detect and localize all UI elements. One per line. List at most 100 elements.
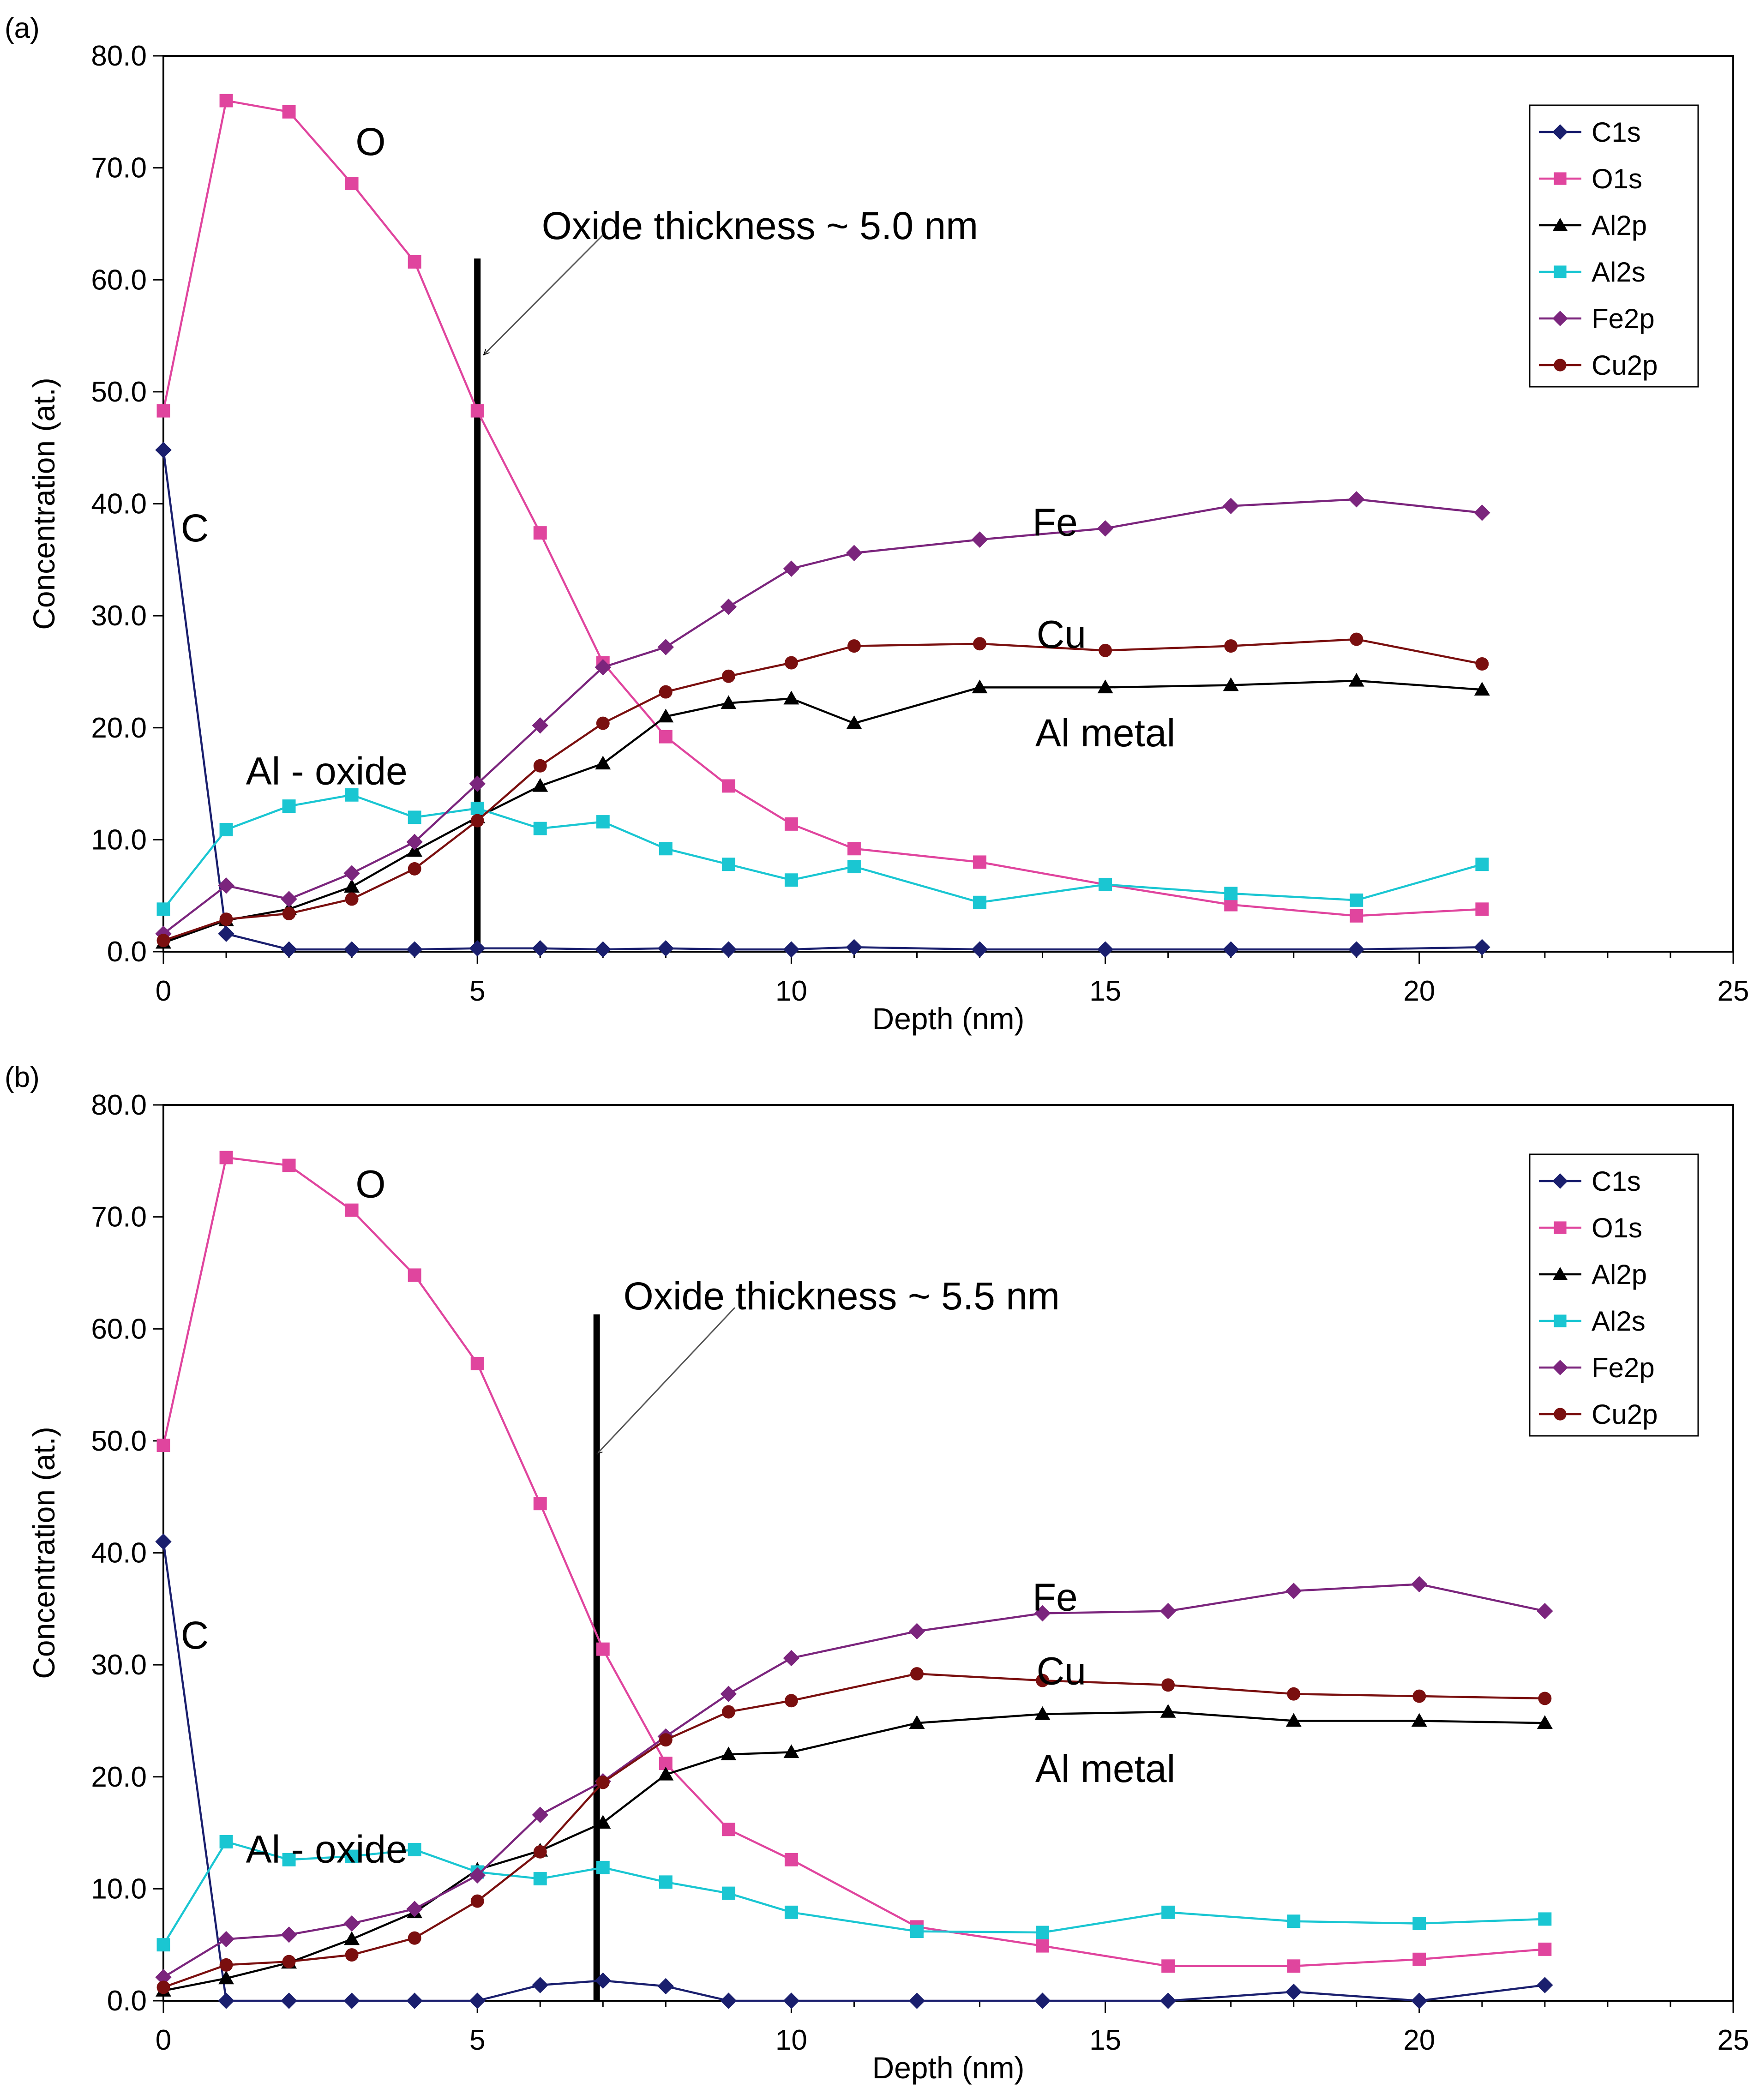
data-point-cu2p	[910, 1667, 924, 1680]
legend-swatch-marker	[1554, 1221, 1567, 1234]
x-tick-label: 20	[1403, 975, 1435, 1007]
legend-label: C1s	[1592, 1166, 1641, 1197]
x-tick-label: 25	[1718, 2024, 1749, 2056]
data-point-c1s	[1411, 1992, 1428, 2009]
annotation-oxide-thickness-5-0-nm: Oxide thickness ~ 5.0 nm	[542, 204, 978, 247]
legend-swatch-marker	[1552, 124, 1568, 140]
x-tick-label: 15	[1089, 2024, 1121, 2056]
data-point-fe2p	[343, 865, 360, 882]
data-point-c1s	[1097, 941, 1114, 958]
data-point-c1s	[720, 941, 737, 958]
y-tick-label: 60.0	[91, 1313, 147, 1345]
data-point-fe2p	[218, 877, 234, 894]
legend-swatch-marker	[1554, 1408, 1567, 1421]
data-point-cu2p	[470, 1894, 484, 1908]
data-point-c1s	[657, 1978, 674, 1995]
y-tick-label: 0.0	[107, 1985, 147, 2017]
data-point-al2s	[345, 788, 359, 802]
data-point-fe2p	[1034, 1605, 1051, 1622]
data-point-c1s	[595, 1972, 611, 1989]
data-point-o1s	[1161, 1959, 1175, 1973]
data-point-al2s	[1099, 877, 1112, 891]
data-point-fe2p	[1474, 504, 1490, 521]
x-tick-label: 15	[1089, 975, 1121, 1007]
data-point-cu2p	[721, 669, 735, 683]
data-point-al2s	[156, 1938, 170, 1952]
data-point-al2p	[1411, 1713, 1427, 1727]
data-point-al2p	[846, 715, 862, 729]
data-point-cu2p	[533, 759, 547, 773]
data-point-al2s	[219, 823, 233, 836]
data-point-c1s	[1285, 1983, 1302, 2000]
legend-swatch-marker	[1554, 265, 1567, 278]
data-point-al2p	[658, 708, 674, 723]
data-point-al2p	[1285, 1713, 1302, 1727]
y-tick-label: 0.0	[107, 936, 147, 968]
data-point-fe2p	[720, 1686, 737, 1702]
legend-label: Cu2p	[1592, 350, 1658, 381]
y-axis-title: Concentration (at.)	[27, 378, 61, 630]
data-point-cu2p	[1538, 1692, 1552, 1705]
data-point-o1s	[1538, 1942, 1552, 1956]
series-o1s	[156, 1151, 1552, 1973]
data-point-c1s	[155, 1533, 172, 1550]
data-point-cu2p	[847, 639, 861, 653]
data-point-fe2p	[532, 1806, 548, 1823]
x-axis: 0 5 10 15 20 25	[156, 2001, 1749, 2056]
data-point-fe2p	[1537, 1602, 1553, 1620]
data-point-al2p	[783, 1744, 799, 1758]
x-axis-title: Depth (nm)	[872, 2051, 1024, 2085]
data-point-cu2p	[1475, 657, 1489, 671]
annotation-cu: Cu	[1037, 1650, 1086, 1693]
data-point-o1s	[721, 779, 735, 793]
data-point-o1s	[282, 105, 296, 119]
legend-label: Al2s	[1592, 1306, 1646, 1337]
data-point-cu2p	[219, 912, 233, 926]
annotation-o: O	[355, 120, 385, 163]
legend-swatch-marker	[1554, 172, 1567, 185]
data-point-cu2p	[659, 685, 673, 699]
y-tick-label: 80.0	[91, 1089, 147, 1121]
data-point-cu2p	[596, 1776, 610, 1789]
data-point-fe2p	[469, 1867, 486, 1884]
y-tick-label: 30.0	[91, 600, 147, 632]
annotation-arrow	[484, 234, 604, 355]
data-point-cu2p	[282, 1955, 296, 1968]
y-axis: 0.0 10.0 20.0 30.0 40.0 50.0 60.0 70.0 80.0	[91, 1089, 163, 2017]
data-point-c1s	[1034, 1992, 1051, 2009]
data-point-al2s	[1224, 887, 1238, 900]
data-point-cu2p	[1224, 639, 1238, 653]
legend-label: Al2s	[1592, 257, 1646, 288]
data-point-cu2p	[345, 1948, 359, 1962]
data-point-cu2p	[533, 1845, 547, 1859]
data-point-o1s	[219, 94, 233, 108]
data-point-al2p	[532, 778, 548, 792]
data-point-c1s	[343, 941, 360, 958]
annotation-arrow	[597, 1307, 736, 1454]
y-axis-title: Concentration (at.)	[27, 1427, 61, 1679]
series-line-fe2p	[162, 1583, 1545, 1978]
legend-label: O1s	[1592, 1212, 1642, 1243]
data-point-cu2p	[408, 862, 421, 876]
data-point-fe2p	[595, 659, 611, 676]
data-point-al2p	[1348, 672, 1364, 687]
data-point-cu2p	[1036, 1674, 1050, 1687]
data-point-al2s	[596, 1860, 610, 1874]
data-point-c1s	[281, 941, 297, 958]
data-point-fe2p	[971, 531, 988, 548]
data-point-c1s	[469, 940, 486, 957]
annotation-al-metal: Al metal	[1035, 1747, 1175, 1790]
data-point-c1s	[218, 925, 234, 942]
y-axis: 0.0 10.0 20.0 30.0 40.0 50.0 60.0 70.0 80.0	[91, 40, 163, 968]
data-point-o1s	[784, 817, 798, 831]
legend-label: Fe2p	[1592, 1352, 1655, 1383]
data-point-fe2p	[1285, 1583, 1302, 1599]
legend-item-al2p: Al2p	[1539, 1259, 1647, 1290]
legend-item-fe2p: Fe2p	[1539, 303, 1655, 334]
legend-label: Al2p	[1592, 1259, 1647, 1290]
legend-label: Cu2p	[1592, 1399, 1658, 1430]
data-point-al2p	[1160, 1704, 1176, 1718]
legend-swatch-marker	[1552, 1360, 1568, 1375]
y-tick-label: 40.0	[91, 488, 147, 520]
data-point-al2p	[721, 1746, 737, 1760]
